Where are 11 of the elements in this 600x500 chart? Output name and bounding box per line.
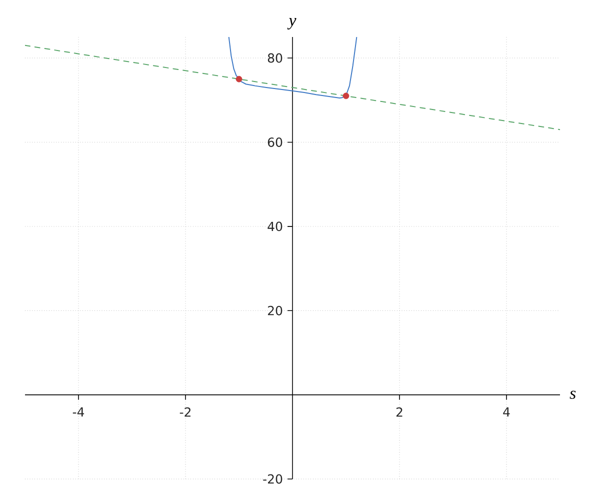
y-tick-label: 40: [268, 222, 282, 232]
y-axis-title: y: [287, 18, 296, 30]
y-tick-label: 80: [268, 53, 282, 63]
x-tick-label: 2: [396, 407, 402, 417]
x-tick-label: -4: [72, 407, 84, 416]
y-tick-label: -20: [263, 474, 282, 484]
y-tick-label: 20: [268, 306, 282, 316]
y-tick-label: 60: [268, 137, 282, 147]
x-tick-label: -2: [180, 407, 190, 417]
x-tick-label: 4: [503, 407, 510, 416]
x-axis-title: s: [570, 390, 576, 399]
